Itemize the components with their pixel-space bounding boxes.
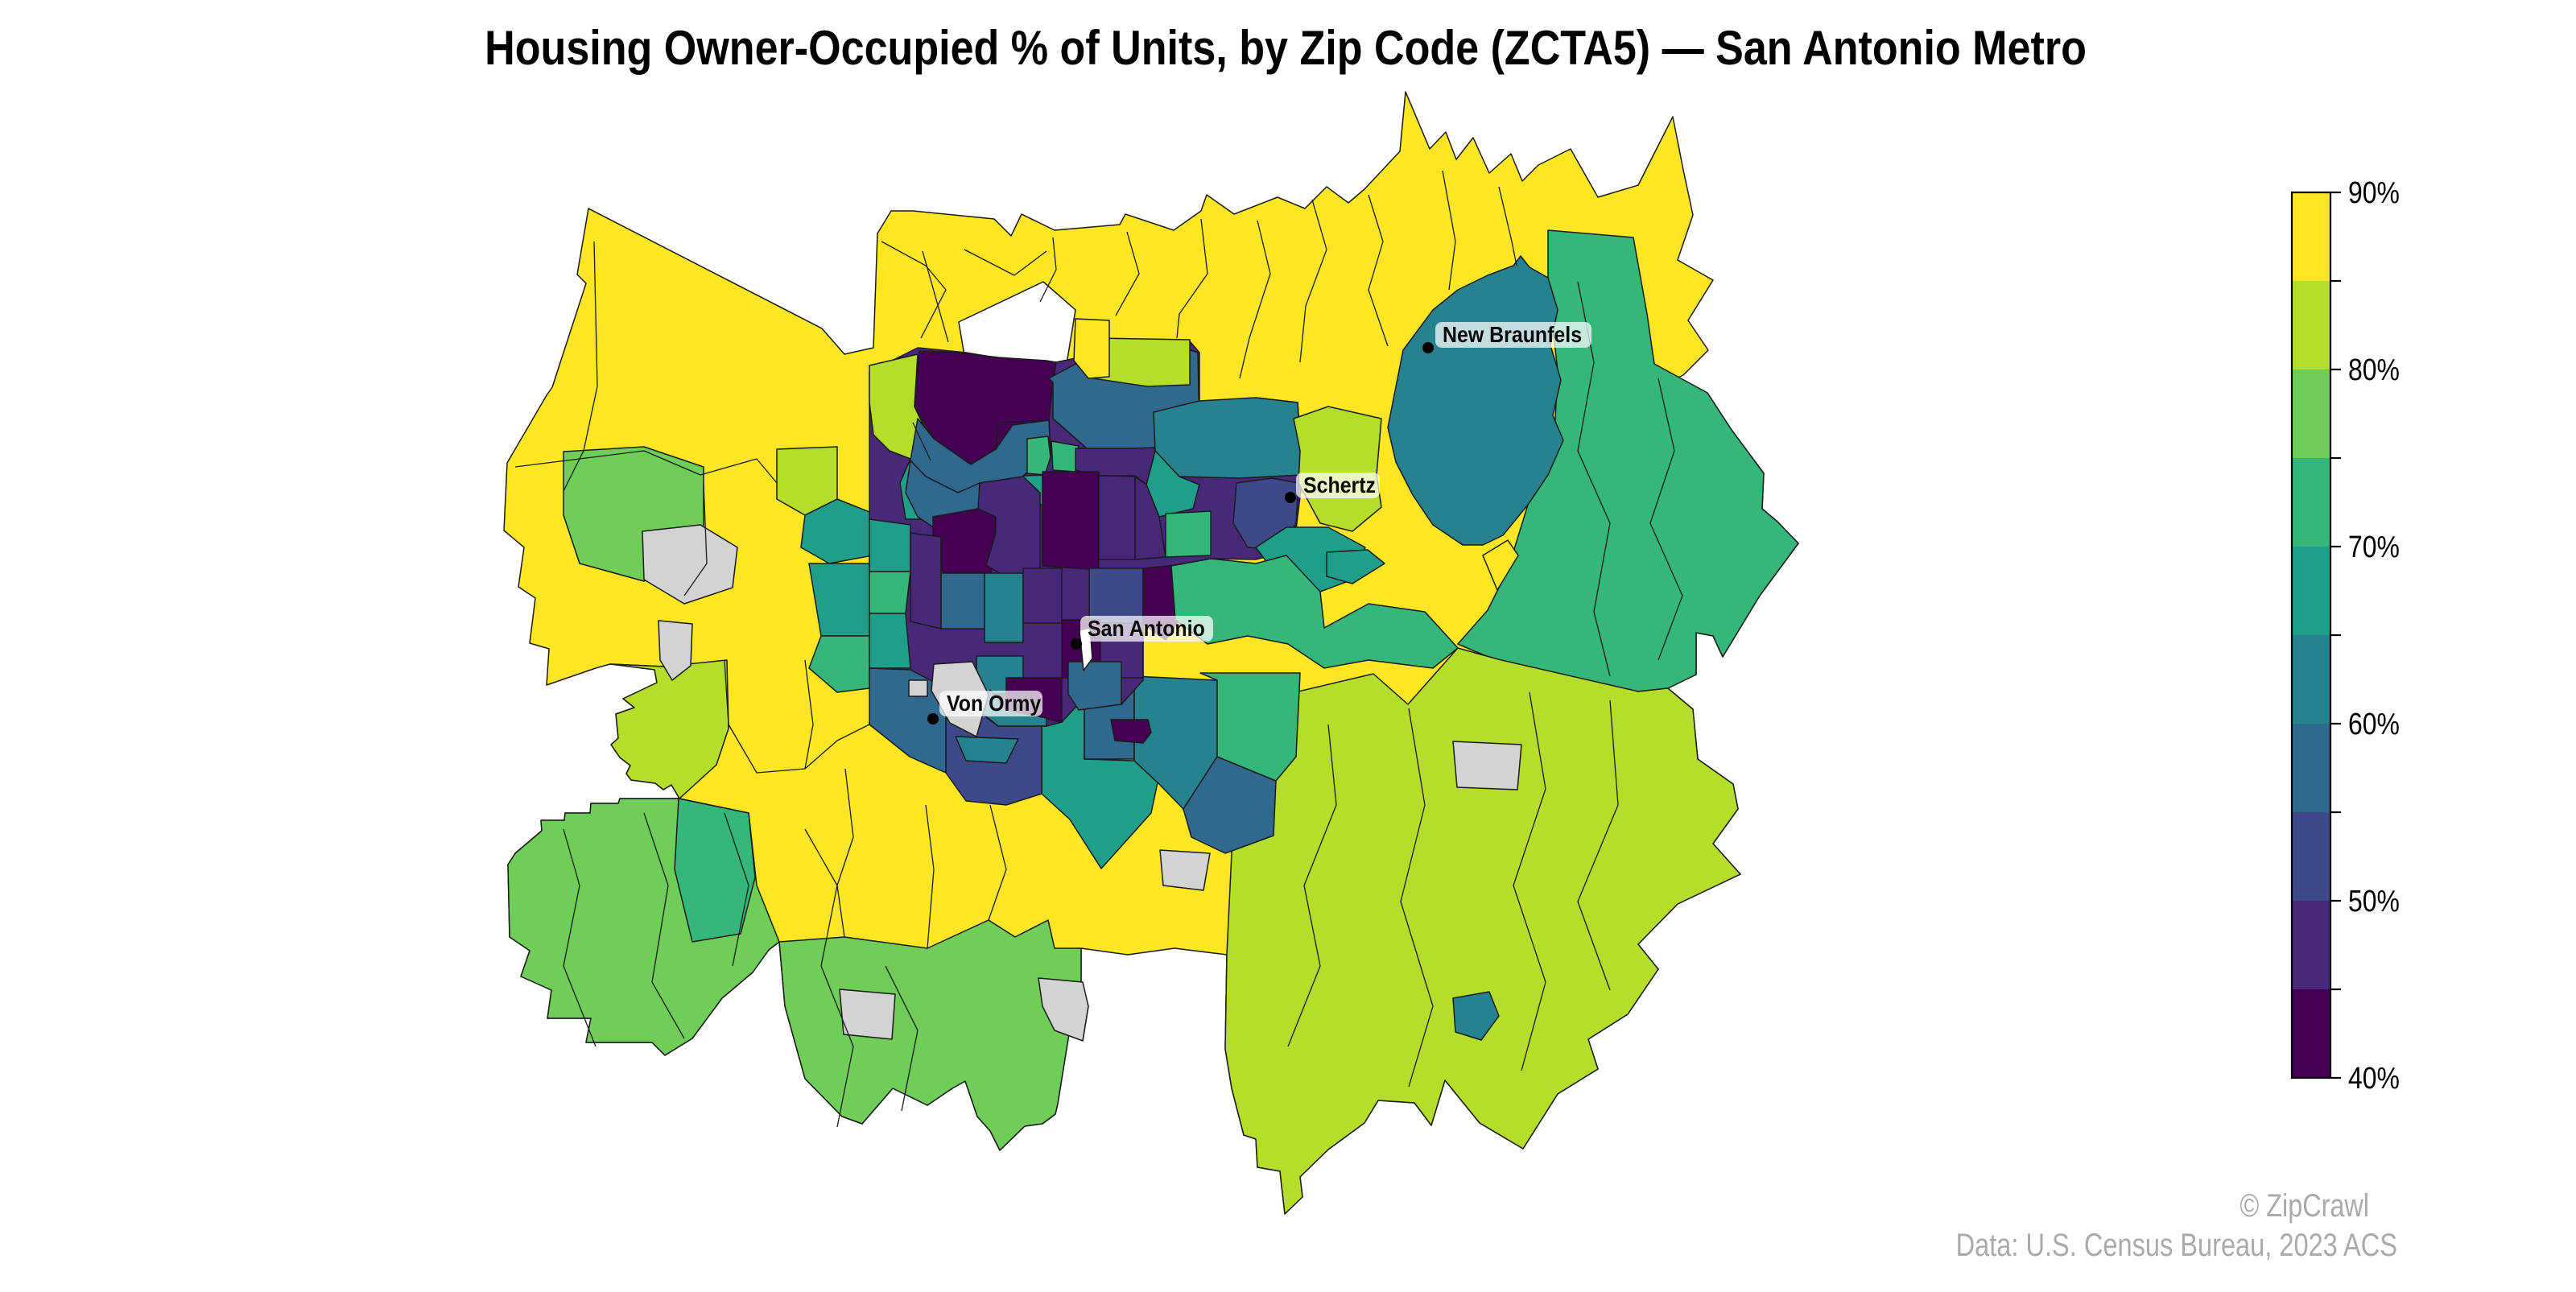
- svg-text:70%: 70%: [2348, 530, 2400, 563]
- svg-text:80%: 80%: [2348, 353, 2400, 386]
- svg-text:Von Ormy: Von Ormy: [947, 691, 1041, 716]
- svg-text:50%: 50%: [2348, 884, 2400, 918]
- svg-text:40%: 40%: [2348, 1061, 2400, 1095]
- svg-text:Data: U.S. Census Bureau, 2023: Data: U.S. Census Bureau, 2023 ACS: [1956, 1227, 2397, 1263]
- svg-text:Housing Owner-Occupied % of Un: Housing Owner-Occupied % of Units, by Zi…: [485, 21, 2087, 75]
- svg-text:New Braunfels: New Braunfels: [1443, 322, 1582, 348]
- svg-text:60%: 60%: [2348, 707, 2400, 741]
- svg-text:90%: 90%: [2348, 175, 2400, 209]
- svg-text:San Antonio: San Antonio: [1088, 616, 1205, 642]
- svg-text:© ZipCrawl: © ZipCrawl: [2240, 1187, 2369, 1224]
- svg-text:Schertz: Schertz: [1303, 473, 1376, 498]
